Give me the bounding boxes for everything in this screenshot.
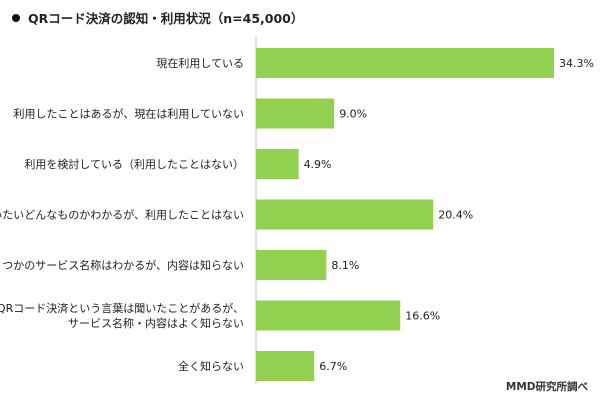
bars-group [256,48,554,381]
value-label-2: 4.9% [304,158,332,171]
category-label-3: だいたいどんなものかわかるが、利用したことはない [0,208,244,222]
value-labels: 34.3% 9.0% 4.9% 20.4% 8.1% 16.6% 6.7% [304,57,594,373]
value-label-4: 8.1% [331,259,359,272]
value-label-5: 16.6% [405,310,440,323]
chart-title-row: QRコード決済の認知・利用状況（n=45,000） [12,8,303,27]
source-label: MMD研究所調べ [505,381,588,393]
category-labels: 現在利用している利用したことはあるが、現在は利用していない利用を検討している（利… [0,57,244,373]
chart-title: QRコード決済の認知・利用状況（n=45,000） [28,11,304,26]
value-label-3: 20.4% [438,209,473,222]
bar-0 [256,48,554,78]
category-label-6: 全く知らない [178,359,244,373]
bar-6 [256,351,315,381]
bar-1 [256,98,335,129]
category-label-5-0: QRコード決済という言葉は聞いたことがあるが、 [0,301,244,315]
bullet-icon [12,13,20,22]
bar-2 [256,149,299,179]
category-label-5-1: サービス名称・内容はよく知らない [68,316,244,330]
value-label-1: 9.0% [339,108,367,121]
value-label-6: 6.7% [319,360,347,373]
bar-4 [256,250,327,280]
bar-3 [256,199,434,230]
category-label-2: 利用を検討している（利用したことはない） [24,157,244,171]
category-label-1: 利用したことはあるが、現在は利用していない [14,107,244,121]
category-label-4: いくつかのサービス名称はわかるが、内容は知らない [0,258,244,272]
category-label-0: 現在利用している [156,57,244,70]
value-label-0: 34.3% [559,57,594,70]
bar-5 [256,300,401,331]
